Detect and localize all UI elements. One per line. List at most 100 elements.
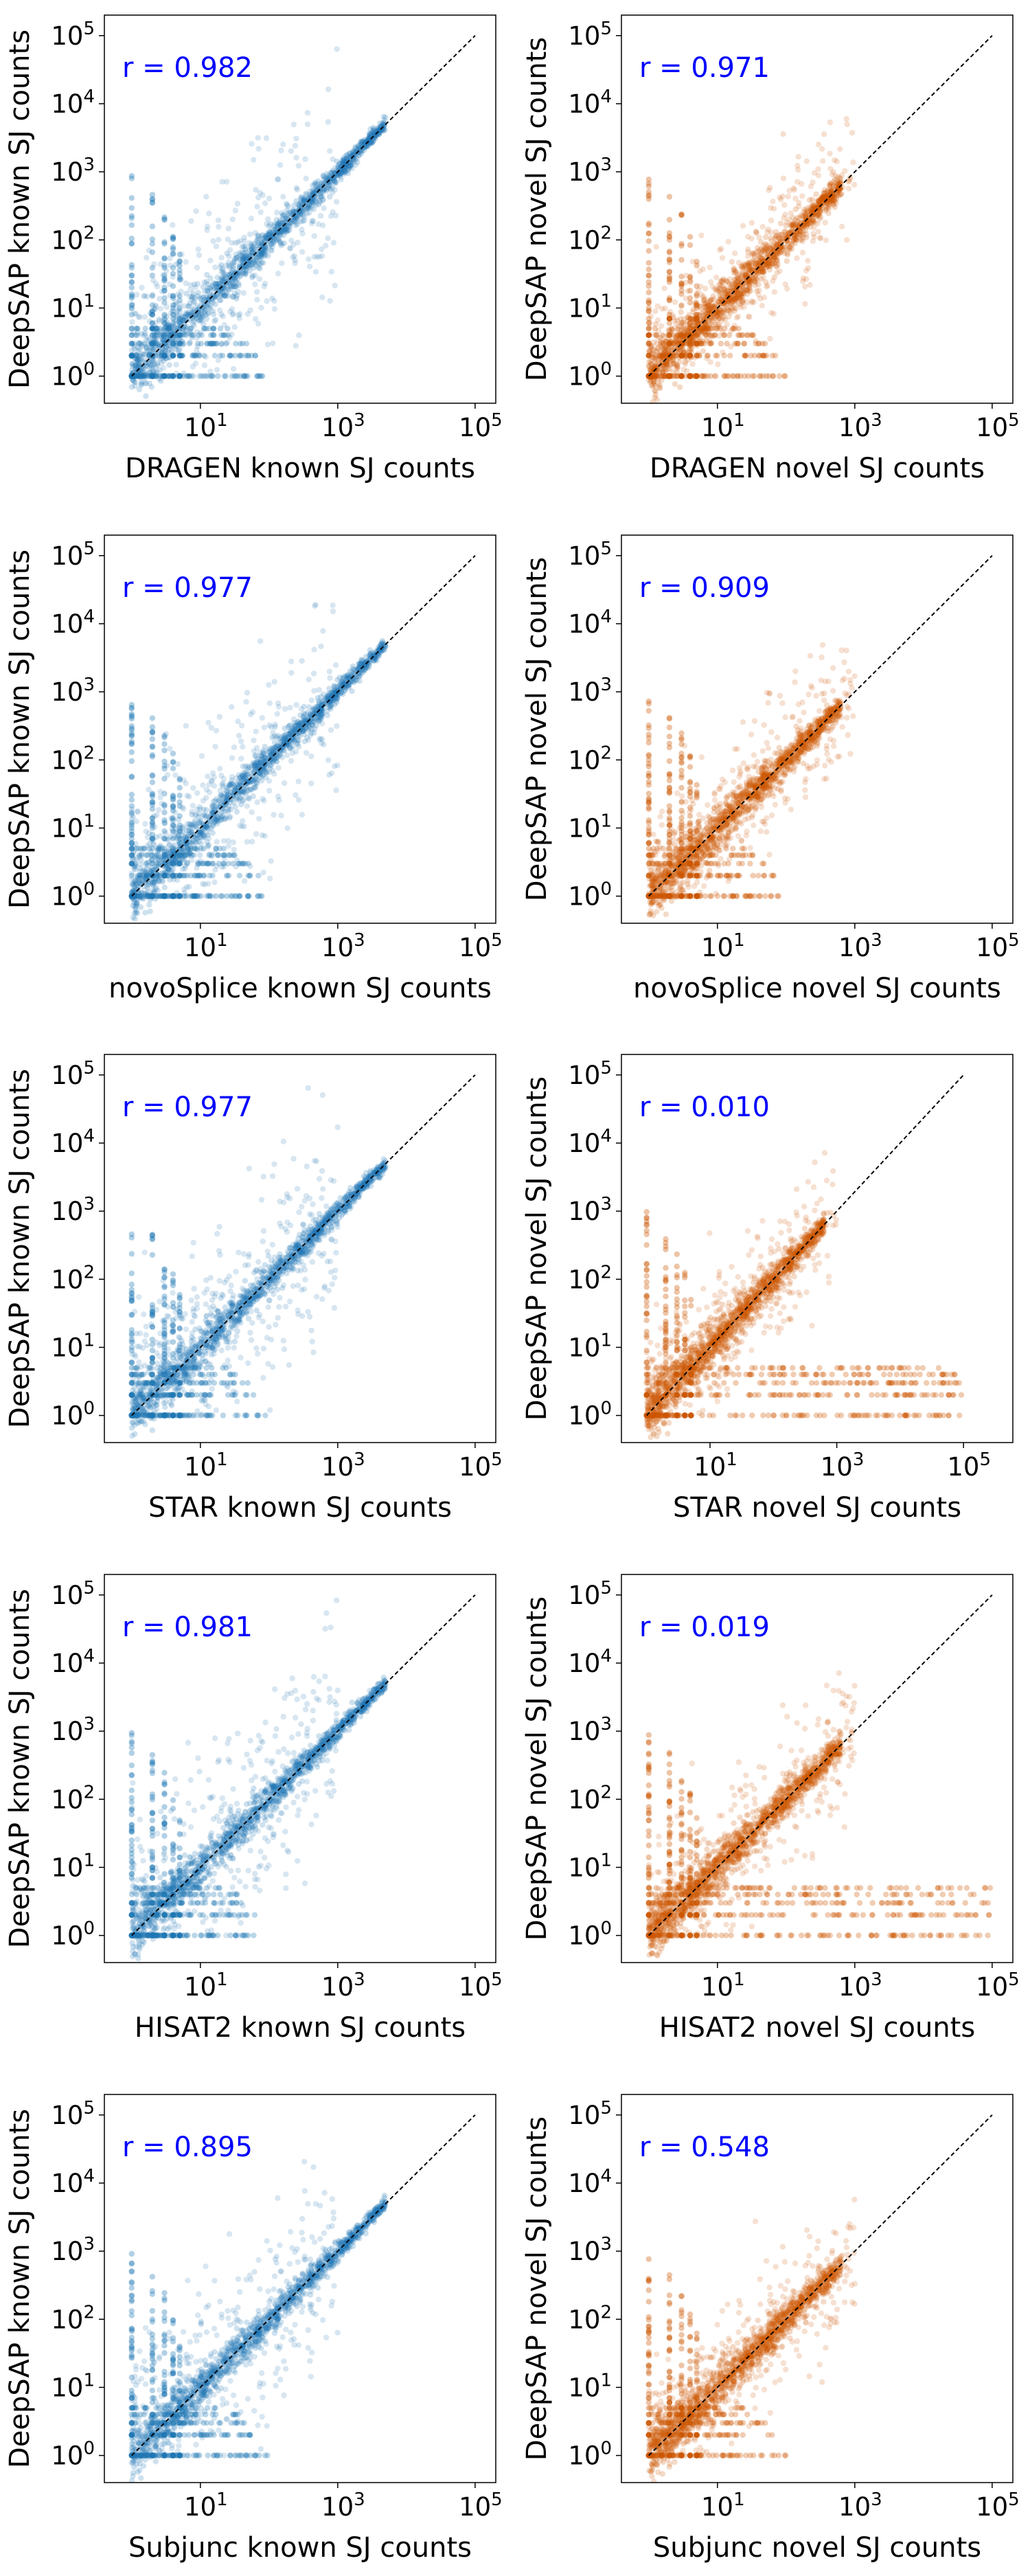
scatter-point <box>218 275 225 281</box>
scatter-point <box>150 339 156 346</box>
scatter-point <box>159 348 165 355</box>
scatter-point <box>278 229 284 236</box>
scatter-point <box>343 155 349 161</box>
scatter-point <box>170 315 176 321</box>
scatter-point <box>198 332 205 339</box>
scatter-point <box>227 286 233 293</box>
scatter-point <box>382 114 389 121</box>
scatter-point <box>148 347 154 353</box>
scatter-point <box>315 201 322 207</box>
scatter-point <box>279 228 286 234</box>
scatter-point <box>273 237 280 243</box>
scatter-point <box>149 311 156 318</box>
scatter-point <box>350 159 356 166</box>
chart-2-x-axis-label: DRAGEN novel SJ counts <box>650 453 985 484</box>
scatter-point <box>694 293 700 300</box>
scatter-point <box>292 143 299 149</box>
scatter-point <box>243 257 250 263</box>
chart-1-x-tick-label: 101 <box>184 410 228 442</box>
scatter-point <box>170 283 176 289</box>
scatter-point <box>293 155 299 161</box>
scatter-point <box>312 182 319 188</box>
scatter-point <box>232 207 239 214</box>
scatter-point <box>345 167 352 173</box>
scatter-point <box>133 356 140 363</box>
scatter-point <box>194 264 201 271</box>
scatter-point <box>172 336 179 342</box>
scatter-point <box>344 152 350 158</box>
scatter-point <box>311 200 317 207</box>
scatter-point <box>271 227 277 234</box>
scatter-point <box>382 127 388 133</box>
scatter-point <box>138 382 145 388</box>
scatter-point <box>240 256 246 262</box>
scatter-point <box>175 347 182 354</box>
scatter-point <box>291 253 297 259</box>
scatter-point <box>161 354 168 361</box>
scatter-point <box>367 132 373 138</box>
scatter-point <box>163 304 170 310</box>
scatter-point <box>161 240 168 247</box>
chart-1-y-tick-label: 101 <box>51 291 95 323</box>
scatter-point <box>230 293 236 300</box>
scatter-point <box>150 368 157 375</box>
scatter-point <box>332 282 338 289</box>
scatter-point <box>364 143 371 150</box>
scatter-point <box>241 253 247 260</box>
scatter-point <box>181 373 187 379</box>
scatter-point <box>165 324 172 330</box>
scatter-point <box>323 188 330 194</box>
scatter-point <box>215 281 222 287</box>
scatter-point <box>277 161 284 168</box>
scatter-point <box>356 146 362 152</box>
scatter-point <box>645 320 652 326</box>
scatter-point <box>161 256 168 262</box>
scatter-point <box>305 203 312 210</box>
scatter-point <box>257 262 264 268</box>
scatter-point <box>678 242 685 249</box>
scatter-point <box>300 212 306 218</box>
scatter-point <box>279 227 286 233</box>
scatter-point <box>264 221 270 227</box>
scatter-point <box>148 310 154 317</box>
scatter-point <box>308 193 314 199</box>
scatter-point <box>189 335 195 341</box>
scatter-point <box>261 247 267 253</box>
scatter-point <box>361 140 367 146</box>
scatter-point <box>295 201 301 207</box>
scatter-point <box>169 331 175 337</box>
scatter-point <box>319 294 325 300</box>
scatter-point <box>817 235 824 241</box>
scatter-point <box>204 288 211 294</box>
scatter-point <box>141 293 148 300</box>
scatter-point <box>358 150 365 157</box>
scatter-point <box>211 294 218 300</box>
scatter-point <box>205 285 211 291</box>
scatter-point <box>262 250 268 256</box>
scatter-point <box>147 365 153 372</box>
scatter-point <box>225 236 231 242</box>
scatter-point <box>229 260 236 267</box>
scatter-point <box>815 172 822 179</box>
scatter-point <box>329 176 335 182</box>
scatter-point <box>171 336 178 342</box>
scatter-point <box>185 311 191 317</box>
scatter-point <box>236 262 243 268</box>
scatter-point <box>218 286 224 293</box>
scatter-point <box>183 332 189 339</box>
scatter-point <box>367 132 373 138</box>
scatter-point <box>687 300 694 306</box>
scatter-point <box>144 293 150 300</box>
scatter-point <box>201 321 207 327</box>
scatter-point <box>236 282 242 289</box>
scatter-point <box>805 258 811 264</box>
scatter-point <box>271 234 277 240</box>
scatter-point <box>251 240 258 247</box>
scatter-point <box>262 247 268 253</box>
scatter-point <box>181 319 187 326</box>
scatter-point <box>282 227 288 233</box>
scatter-point <box>219 289 225 295</box>
scatter-point <box>149 196 156 203</box>
scatter-point <box>645 248 652 254</box>
